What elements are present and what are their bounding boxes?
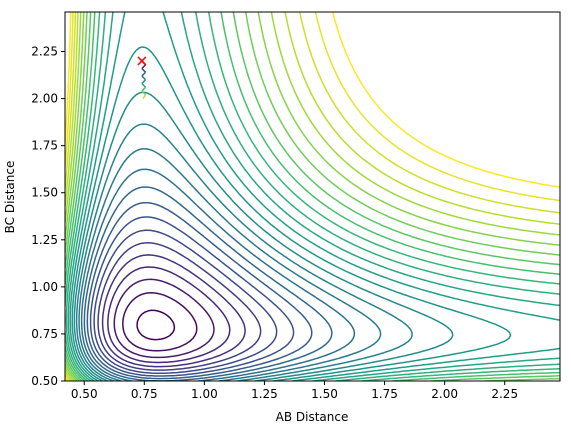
contour-level xyxy=(113,278,215,359)
contour-level xyxy=(83,186,333,381)
contour-level xyxy=(65,12,560,381)
x-axis-ticks: 0.50 0.75 1.00 1.25 1.50 1.75 2.00 2.25 xyxy=(71,381,518,401)
contour-level xyxy=(101,254,246,368)
y-tick-label: 0.50 xyxy=(31,374,58,388)
start-marker xyxy=(137,56,147,66)
contour-level xyxy=(65,12,560,381)
y-axis-label: BC Distance xyxy=(3,161,17,234)
start-marker-stroke xyxy=(137,56,147,66)
contour-level xyxy=(107,266,231,364)
contour-level xyxy=(136,309,176,341)
trajectory-segment xyxy=(141,79,147,85)
y-axis-ticks: 0.50 0.75 1.00 1.25 1.50 1.75 2.00 2.25 xyxy=(31,45,65,388)
x-tick-label: 2.25 xyxy=(491,387,518,401)
contour-level xyxy=(65,12,560,381)
contour-level xyxy=(80,168,356,381)
x-tick-label: 2.00 xyxy=(431,387,458,401)
contour-level xyxy=(122,292,198,352)
trajectory-segment xyxy=(141,83,147,88)
contour-level xyxy=(65,12,560,381)
contour-level xyxy=(65,12,560,381)
contour-level xyxy=(97,242,262,371)
y-tick-label: 2.25 xyxy=(31,45,58,59)
x-tick-label: 1.75 xyxy=(371,387,398,401)
contour-level xyxy=(65,12,560,381)
y-tick-label: 1.75 xyxy=(31,139,58,153)
trajectory-segment xyxy=(141,90,147,96)
trajectory-segment xyxy=(141,71,147,77)
contour-level xyxy=(69,12,560,381)
y-tick-label: 1.50 xyxy=(31,186,58,200)
contour-level xyxy=(89,216,295,377)
contour-lines xyxy=(65,12,560,381)
trajectory-segment xyxy=(141,64,147,69)
contour-level xyxy=(71,46,512,381)
x-tick-label: 1.50 xyxy=(311,387,338,401)
trajectory-segment xyxy=(142,94,147,100)
x-tick-label: 0.75 xyxy=(131,387,158,401)
y-tick-label: 0.75 xyxy=(31,327,58,341)
contour-level xyxy=(65,12,560,381)
x-tick-label: 1.00 xyxy=(191,387,218,401)
trajectory-segment xyxy=(141,67,147,73)
y-tick-label: 2.00 xyxy=(31,92,58,106)
trajectory-segment xyxy=(141,75,147,81)
plot-frame xyxy=(64,11,561,382)
contour-level xyxy=(86,201,313,380)
y-tick-label: 1.25 xyxy=(31,233,58,247)
contour-level xyxy=(93,229,278,374)
y-tick-label: 1.00 xyxy=(31,280,58,294)
contour-level xyxy=(65,12,560,381)
contour-level xyxy=(65,12,560,381)
x-tick-label: 1.25 xyxy=(251,387,278,401)
x-tick-label: 0.50 xyxy=(71,387,98,401)
trajectory-segment xyxy=(141,86,147,92)
contour-level xyxy=(73,91,454,381)
contour-level xyxy=(78,148,382,381)
x-axis-label: AB Distance xyxy=(276,410,349,424)
contour-level xyxy=(75,123,413,381)
